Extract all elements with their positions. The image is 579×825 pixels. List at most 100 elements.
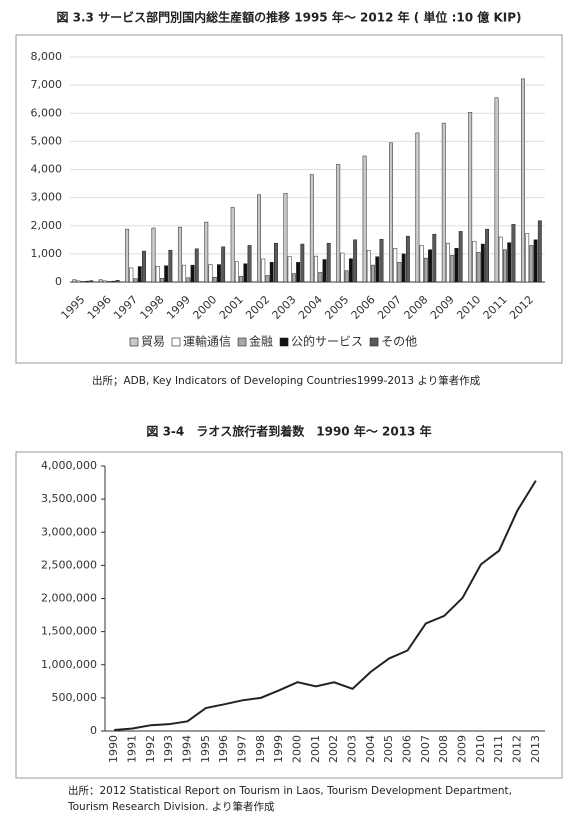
bar xyxy=(371,264,375,283)
bar xyxy=(379,239,384,283)
legend-label: 金融 xyxy=(249,334,273,349)
bar xyxy=(142,250,146,283)
x-tick-label: 1993 xyxy=(162,735,175,763)
bar xyxy=(353,239,358,283)
bar xyxy=(265,275,270,283)
bar xyxy=(76,280,81,283)
bar xyxy=(441,122,446,283)
bar xyxy=(133,278,138,283)
bar xyxy=(257,194,261,283)
chart-title: 図 3-4 ラオス旅行者到着数 1990 年～ 2013 年 xyxy=(146,424,431,439)
bar xyxy=(450,255,455,283)
bar xyxy=(397,262,402,283)
y-tick-label: 1,500,000 xyxy=(41,625,97,638)
x-tick-label: 2010 xyxy=(454,293,483,322)
bar xyxy=(423,257,428,283)
y-tick-label: 1,000 xyxy=(31,247,63,260)
y-tick-label: 2,000 xyxy=(31,219,63,232)
bar xyxy=(389,142,393,283)
x-tick-label: 1992 xyxy=(144,735,157,763)
bar xyxy=(243,263,248,283)
bar xyxy=(269,262,274,283)
x-tick-label: 2004 xyxy=(296,293,325,322)
bar xyxy=(468,112,473,283)
bar xyxy=(494,97,499,283)
legend-label: 公的サービス xyxy=(291,334,363,349)
x-tick-label: 2005 xyxy=(382,735,395,763)
y-tick-label: 2,000,000 xyxy=(41,592,97,605)
x-tick-label: 1997 xyxy=(111,293,140,322)
bar xyxy=(309,174,314,283)
bar xyxy=(348,258,353,283)
y-tick-label: 7,000 xyxy=(31,78,63,91)
bar xyxy=(283,193,288,283)
x-tick-label: 2003 xyxy=(270,293,299,322)
bar xyxy=(234,261,239,283)
bar xyxy=(476,252,481,283)
x-tick-label: 2011 xyxy=(481,293,510,322)
bar xyxy=(204,221,209,283)
bar xyxy=(529,245,534,283)
bar xyxy=(274,242,278,283)
x-tick-label: 2000 xyxy=(190,293,219,322)
bar xyxy=(366,249,371,283)
bar xyxy=(186,277,191,283)
x-tick-label: 2005 xyxy=(322,293,351,322)
x-tick-label: 2011 xyxy=(492,735,505,763)
x-tick-label: 2009 xyxy=(428,293,457,322)
bar xyxy=(80,281,85,283)
bar xyxy=(151,227,156,283)
x-tick-label: 1990 xyxy=(107,735,120,763)
bar xyxy=(98,279,103,283)
bar xyxy=(107,281,112,283)
bar xyxy=(190,264,195,283)
bar xyxy=(480,243,485,283)
bar xyxy=(446,242,450,283)
source-note: 出所：2012 Statistical Report on Tourism in… xyxy=(68,784,512,797)
y-tick-label: 4,000,000 xyxy=(41,459,97,472)
source-note: Tourism Research Division. より筆者作成 xyxy=(67,800,275,813)
bar xyxy=(525,233,530,283)
bar xyxy=(164,265,169,283)
bar xyxy=(217,264,221,283)
x-tick-label: 1996 xyxy=(217,735,230,763)
bar xyxy=(322,259,327,283)
bar xyxy=(393,248,398,283)
bar xyxy=(419,245,424,283)
bar xyxy=(537,220,542,283)
bar xyxy=(212,276,217,283)
legend-label: 運輸通信 xyxy=(183,334,231,349)
bar xyxy=(230,207,235,283)
x-tick-label: 2002 xyxy=(327,735,340,763)
bar xyxy=(300,243,305,283)
x-tick-label: 2008 xyxy=(437,735,450,763)
legend-label: 貿易 xyxy=(141,335,165,349)
source-note: 出所；ADB, Key Indicators of Developing Cou… xyxy=(92,374,481,387)
bar xyxy=(340,252,345,283)
bar xyxy=(503,249,507,283)
x-tick-label: 2012 xyxy=(511,735,524,763)
chart-title: 図 3.3 サービス部門別国内総生産額の推移 1995 年～ 2012 年 ( … xyxy=(56,10,521,25)
x-tick-label: 2013 xyxy=(529,735,542,763)
x-tick-label: 1999 xyxy=(272,735,285,763)
bar xyxy=(103,280,107,283)
bar xyxy=(314,255,318,283)
bar xyxy=(336,164,341,283)
bar xyxy=(454,248,459,283)
bar xyxy=(507,242,512,283)
bar xyxy=(344,270,349,283)
bar xyxy=(239,276,244,283)
y-tick-label: 0 xyxy=(90,724,97,737)
bar xyxy=(521,78,525,283)
bar xyxy=(182,264,187,283)
x-tick-label: 2008 xyxy=(402,293,431,322)
x-tick-label: 1997 xyxy=(236,735,249,763)
x-tick-label: 2001 xyxy=(217,293,246,322)
bar xyxy=(115,280,120,283)
y-tick-label: 3,500,000 xyxy=(41,492,97,505)
bar xyxy=(89,280,94,283)
x-tick-label: 2002 xyxy=(243,293,272,322)
y-tick-label: 5,000 xyxy=(31,134,63,147)
bar xyxy=(125,228,130,283)
